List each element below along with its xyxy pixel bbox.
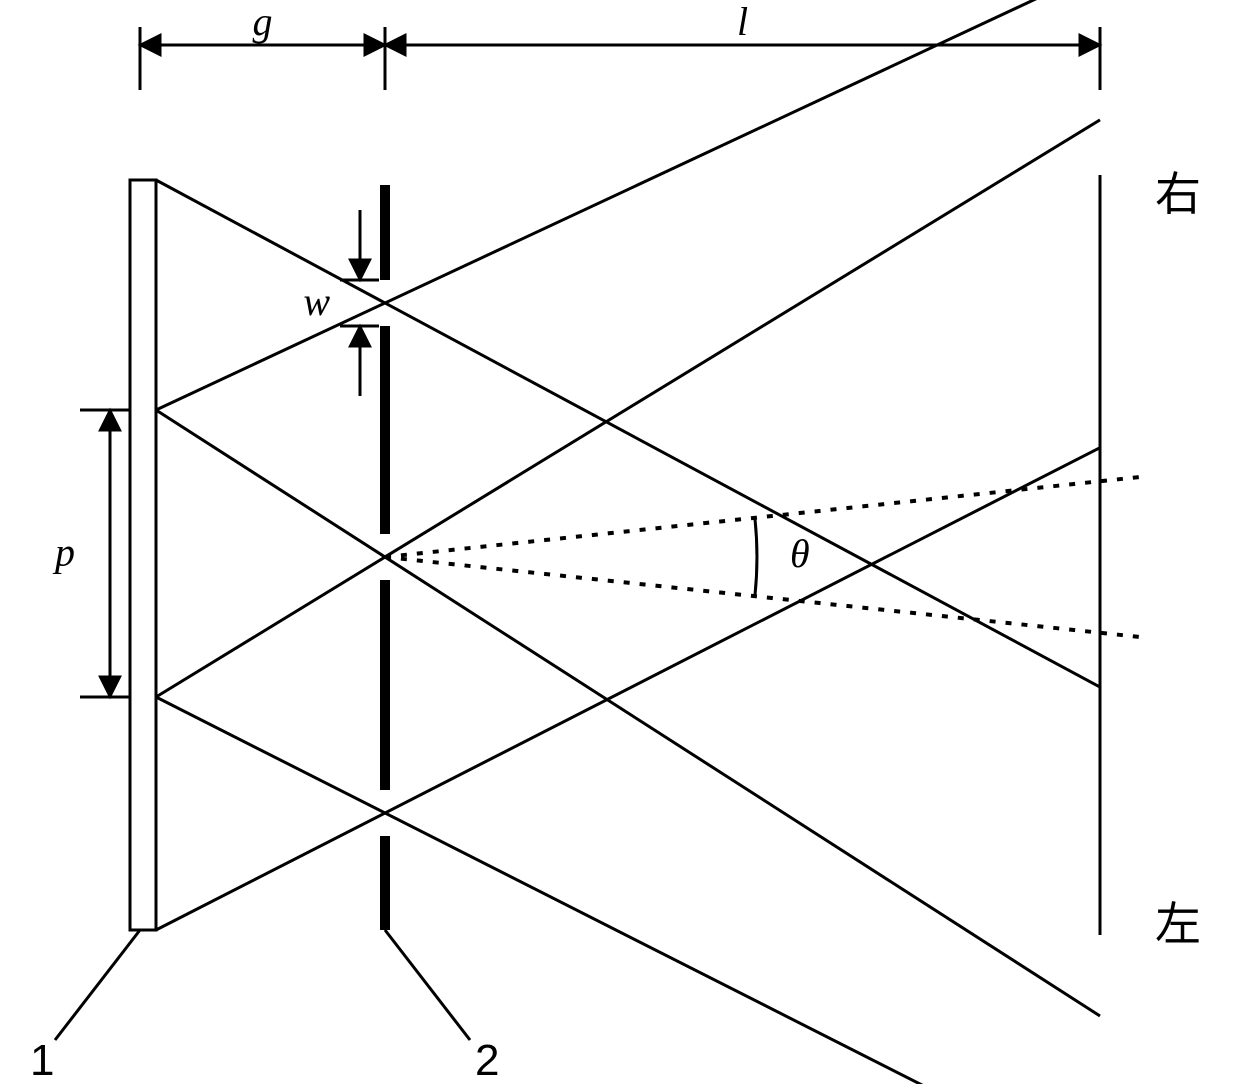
left-eye-label: 左 [1155, 898, 1201, 950]
p-label: p [52, 530, 75, 575]
display-panel [130, 180, 156, 930]
ray-bot-upper [156, 697, 1100, 1084]
right-eye-label: 右 [1155, 168, 1201, 220]
ray-mid-upper [156, 410, 1100, 1016]
ref1-label: 1 [30, 1036, 54, 1084]
ref2-label: 2 [475, 1036, 499, 1084]
ref2-leader [385, 930, 470, 1040]
optics-diagram: g l θ p w 右左 1 2 [0, 0, 1240, 1084]
ray-theta-lower [385, 557, 1140, 637]
ray-bot-lower [156, 448, 1100, 930]
theta-label: θ [790, 531, 810, 576]
w-label: w [303, 279, 330, 324]
g-label: g [253, 0, 273, 44]
theta-arc [755, 519, 757, 595]
ref1-leader [55, 930, 140, 1040]
l-label: l [737, 0, 748, 44]
